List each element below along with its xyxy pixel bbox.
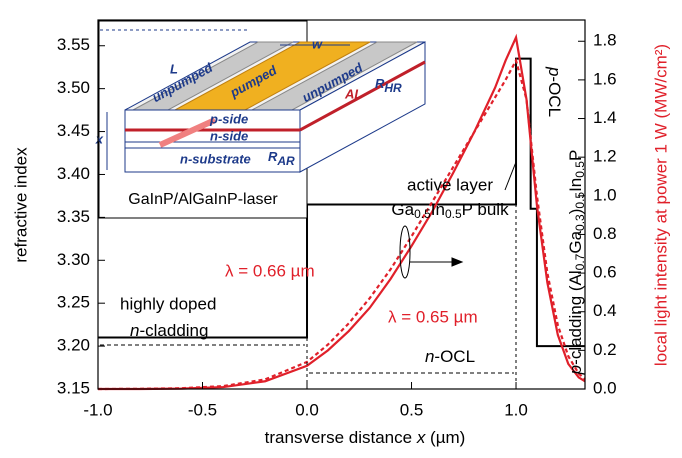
inset-label: n-side: [210, 128, 248, 143]
x-tick-label: 0.5: [400, 400, 424, 419]
pointer: [504, 161, 517, 191]
inset-label: RAR: [268, 149, 295, 168]
y-tick-label: 3.35: [57, 207, 90, 226]
inset-label: L: [170, 61, 178, 76]
beam-arrow: [158, 117, 217, 148]
inset-label: n-substrate: [180, 151, 251, 166]
y2-tick-label: 1.6: [593, 69, 617, 88]
inset: L w unpumped pumped unpumped p-side n-si…: [95, 20, 426, 219]
y2-tick-label: 0.8: [593, 224, 617, 243]
data-line: [98, 33, 586, 391]
annotation: highly doped: [120, 294, 216, 313]
y2-tick-label: 1.2: [593, 147, 617, 166]
annotation: p-OCL: [545, 66, 564, 117]
arrow-head: [451, 257, 464, 267]
y-axis-title: refractive index: [11, 147, 30, 263]
series-label: λ = 0.66 µm: [225, 261, 315, 280]
x-tick-label: -0.5: [188, 400, 217, 419]
y2-tick-label: 1.4: [593, 108, 617, 127]
y-tick-label: 3.15: [57, 378, 90, 397]
y-tick-label: 3.55: [57, 35, 90, 54]
annotation: p-cladding (Al0.7Ga0.3)0.5In0.5P: [566, 150, 587, 376]
curve-marker: [399, 225, 411, 279]
y2-axis-title: local light intensity at power 1 W (MW/c…: [651, 44, 670, 366]
inset-label: p-side: [209, 111, 248, 126]
inset-label: RHR: [375, 76, 402, 95]
y2-tick-label: 0.6: [593, 263, 617, 282]
y-tick-label: 3.30: [57, 250, 90, 269]
annotation: n-cladding: [130, 321, 208, 340]
y2-tick-label: 1.8: [593, 31, 617, 50]
y-tick-label: 3.45: [57, 121, 90, 140]
active-layer-line: [299, 60, 426, 132]
annotation: active layer: [407, 175, 493, 194]
x-tick-label: 0.0: [295, 400, 319, 419]
y2-tick-label: 0.2: [593, 340, 617, 359]
y-tick-label: 3.20: [57, 336, 90, 355]
x-tick-label: -1.0: [83, 400, 112, 419]
y-tick-label: 3.40: [57, 164, 90, 183]
data-line: [98, 57, 585, 348]
inset-label: x: [95, 131, 104, 146]
x-axis-title: transverse distance x (µm): [265, 428, 466, 447]
inset-label: AL: [344, 86, 362, 101]
x-tick-label: 1.0: [504, 400, 528, 419]
plot-area: [97, 33, 586, 391]
y2-tick-label: 0.4: [593, 301, 617, 320]
annotation: n-OCL: [425, 347, 475, 366]
data-line: [97, 57, 586, 391]
series-label: λ = 0.65 µm: [388, 307, 478, 326]
inset-label: w: [312, 36, 323, 51]
y2-tick-label: 0.0: [593, 378, 617, 397]
axes-frame: [97, 19, 586, 390]
guides: [100, 150, 517, 389]
y2-tick-label: 1.0: [593, 185, 617, 204]
inset-caption: GaInP/AlGaInP-laser: [128, 191, 278, 208]
annotation: Ga0.5In0.5P bulk: [391, 200, 509, 221]
y-tick-label: 3.50: [57, 78, 90, 97]
y-tick-label: 3.25: [57, 293, 90, 312]
